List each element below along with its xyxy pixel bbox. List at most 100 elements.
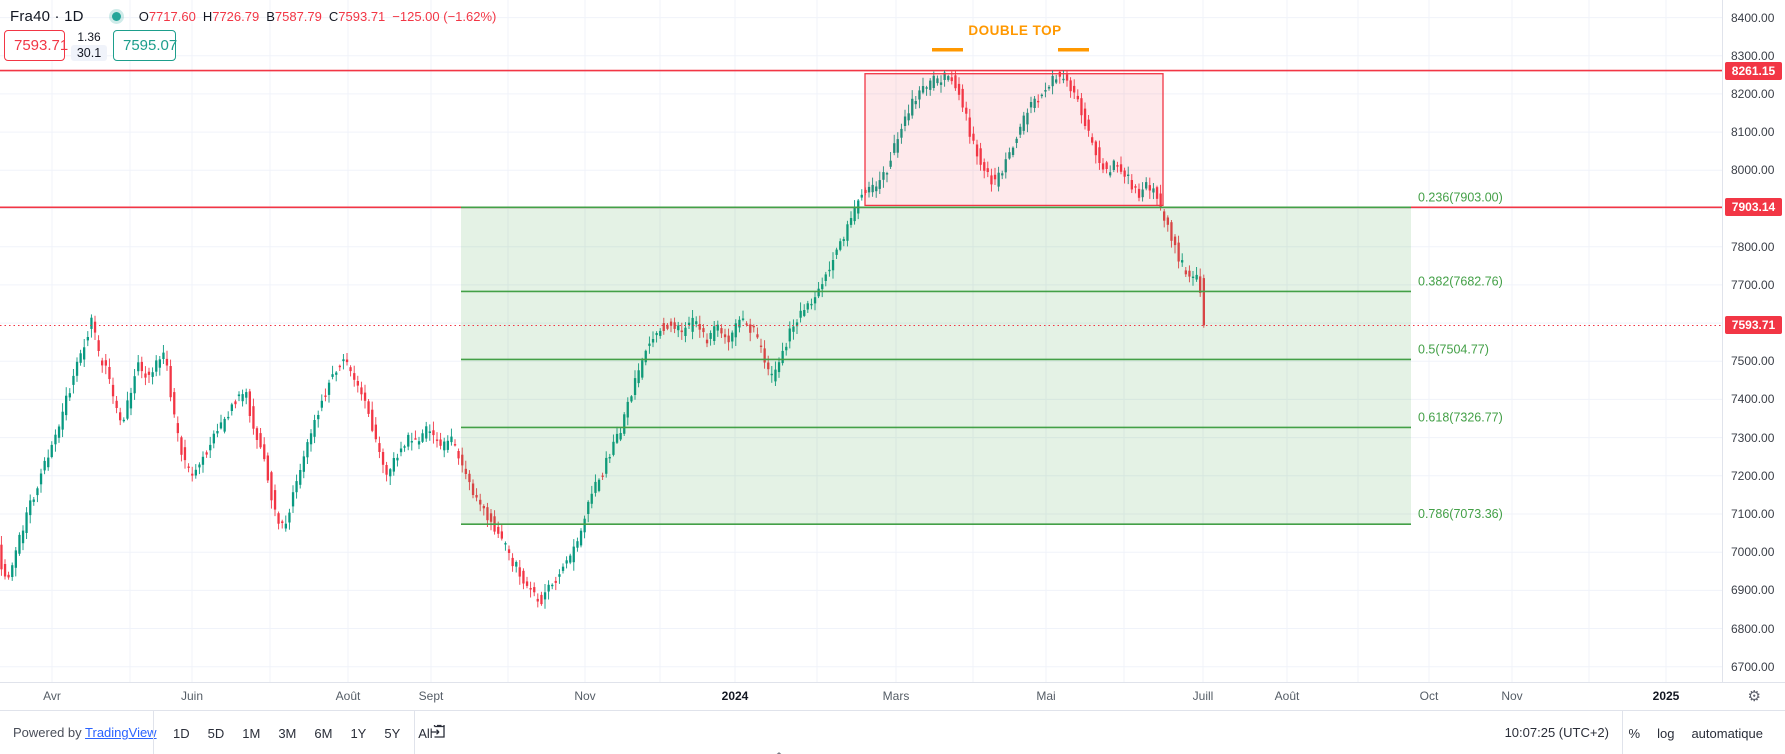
candle-body bbox=[407, 434, 410, 447]
candle-body bbox=[306, 442, 309, 458]
candle-body bbox=[507, 549, 511, 553]
candle-body bbox=[417, 441, 421, 445]
candle-body bbox=[871, 184, 874, 193]
candle-body bbox=[327, 382, 331, 395]
candle-body bbox=[68, 393, 71, 398]
candle-body bbox=[529, 588, 532, 590]
price-axis-label: 6800.00 bbox=[1731, 621, 1775, 636]
range-button-1d[interactable]: 1D bbox=[173, 725, 190, 741]
price-badge: 8261.15 bbox=[1725, 61, 1782, 80]
candle-body bbox=[795, 322, 799, 327]
candle-body bbox=[1051, 75, 1054, 87]
ohlc-values: O7717.60 H7726.79 B7587.79 C7593.71 −125… bbox=[139, 9, 497, 24]
candle-body bbox=[785, 346, 788, 351]
candle-body bbox=[1159, 193, 1162, 208]
buy-ask-button[interactable]: 7595.07 bbox=[113, 30, 177, 61]
candle-body bbox=[1177, 242, 1180, 262]
fib-level-label: 0.618(7326.77) bbox=[1418, 410, 1503, 424]
candle-body bbox=[986, 168, 989, 172]
candle-body bbox=[317, 415, 320, 420]
bottom-toolbar: Powered by TradingView 1D 5D 1M 3M 6M 1Y 5Y All… bbox=[0, 710, 1785, 754]
candle-body bbox=[1141, 189, 1144, 198]
candle-body bbox=[997, 172, 1000, 187]
candle-body bbox=[633, 378, 637, 395]
candle-body bbox=[320, 400, 323, 408]
range-button-5d[interactable]: 5D bbox=[207, 725, 225, 741]
candle-body bbox=[749, 324, 752, 333]
price-axis[interactable]: 8400.008300.008200.008100.008000.007900.… bbox=[1722, 0, 1785, 682]
tradingview-link[interactable]: TradingView bbox=[85, 725, 157, 740]
sell-bid-button[interactable]: 7593.71 bbox=[4, 30, 68, 61]
candle-body bbox=[1163, 211, 1166, 221]
candle-body bbox=[810, 303, 813, 306]
candle-body bbox=[497, 526, 500, 534]
scale-mode-buttons: % log automatique bbox=[1629, 711, 1763, 754]
candle-body bbox=[475, 495, 478, 498]
candle-body bbox=[219, 422, 223, 429]
fib-level-label: 0.382(7682.76) bbox=[1418, 274, 1503, 288]
log-scale-button[interactable]: log bbox=[1657, 725, 1675, 741]
fib-level-label: 0.786(7073.36) bbox=[1418, 507, 1503, 521]
candle-body bbox=[1080, 98, 1083, 116]
candle-body bbox=[547, 584, 550, 592]
collapse-chevron-icon[interactable] bbox=[772, 747, 786, 754]
candle-body bbox=[1166, 217, 1169, 225]
candle-body bbox=[644, 350, 647, 363]
candle-body bbox=[338, 365, 341, 368]
percent-scale-button[interactable]: % bbox=[1628, 725, 1641, 741]
candle-body bbox=[1091, 137, 1094, 143]
candle-body bbox=[515, 562, 518, 567]
candle-body bbox=[237, 394, 241, 397]
candle-body bbox=[201, 456, 205, 465]
candle-body bbox=[83, 347, 86, 360]
price-axis-label: 7100.00 bbox=[1731, 506, 1775, 521]
time-axis-label: 2024 bbox=[721, 689, 749, 703]
candle-body bbox=[86, 337, 89, 341]
candle-body bbox=[720, 328, 723, 334]
candle-body bbox=[464, 468, 467, 474]
candle-body bbox=[126, 400, 129, 419]
candle-body bbox=[583, 518, 586, 533]
range-button-6m[interactable]: 6M bbox=[314, 725, 333, 741]
range-button-1m[interactable]: 1M bbox=[242, 725, 261, 741]
candle-body bbox=[108, 367, 111, 380]
spread-value: 1.36 bbox=[77, 30, 101, 44]
low-value: B7587.79 bbox=[266, 8, 322, 24]
candle-body bbox=[821, 284, 824, 290]
time-axis-gear-icon[interactable]: ⚙ bbox=[1747, 688, 1761, 705]
candle-body bbox=[428, 431, 431, 433]
candle-body bbox=[590, 493, 593, 504]
candle-body bbox=[806, 303, 809, 310]
range-button-all[interactable]: All bbox=[418, 725, 433, 741]
candle-body bbox=[925, 87, 928, 89]
candle-body bbox=[957, 83, 961, 95]
candle-body bbox=[759, 345, 763, 347]
candle-body bbox=[835, 249, 838, 255]
candle-body bbox=[677, 325, 680, 331]
auto-scale-button[interactable]: automatique bbox=[1691, 725, 1763, 741]
range-button-5y[interactable]: 5Y bbox=[384, 725, 401, 741]
range-button-3m[interactable]: 3M bbox=[278, 725, 297, 741]
time-axis[interactable]: ⚙ Avr Juin Août Sept Nov 2024 Mars Mai Juill Août… bbox=[0, 682, 1785, 710]
candle-body bbox=[191, 473, 194, 476]
candle-body bbox=[230, 404, 233, 411]
symbol-title[interactable]: Fra40 · 1D bbox=[10, 7, 84, 25]
candle-body bbox=[345, 359, 349, 363]
time-axis-label: Nov bbox=[574, 689, 596, 703]
candle-body bbox=[209, 444, 212, 451]
time-axis-label: Mars bbox=[882, 689, 910, 703]
candle-body bbox=[1109, 172, 1112, 176]
candle-body bbox=[93, 321, 97, 333]
candle-body bbox=[551, 584, 554, 587]
candle-body bbox=[284, 523, 287, 529]
candle-body bbox=[270, 472, 273, 501]
range-button-1y[interactable]: 1Y bbox=[350, 725, 367, 741]
candle-body bbox=[1155, 187, 1159, 199]
chart-plot-area[interactable]: 0.236(7903.00) 0.382(7682.76) 0.5(7504.77)… bbox=[0, 0, 1722, 682]
candle-body bbox=[695, 321, 698, 325]
candle-body bbox=[893, 143, 896, 153]
candle-body bbox=[1062, 78, 1065, 81]
candle-body bbox=[489, 513, 493, 522]
high-value: H7726.79 bbox=[202, 8, 260, 24]
go-to-date-icon[interactable] bbox=[430, 723, 447, 743]
